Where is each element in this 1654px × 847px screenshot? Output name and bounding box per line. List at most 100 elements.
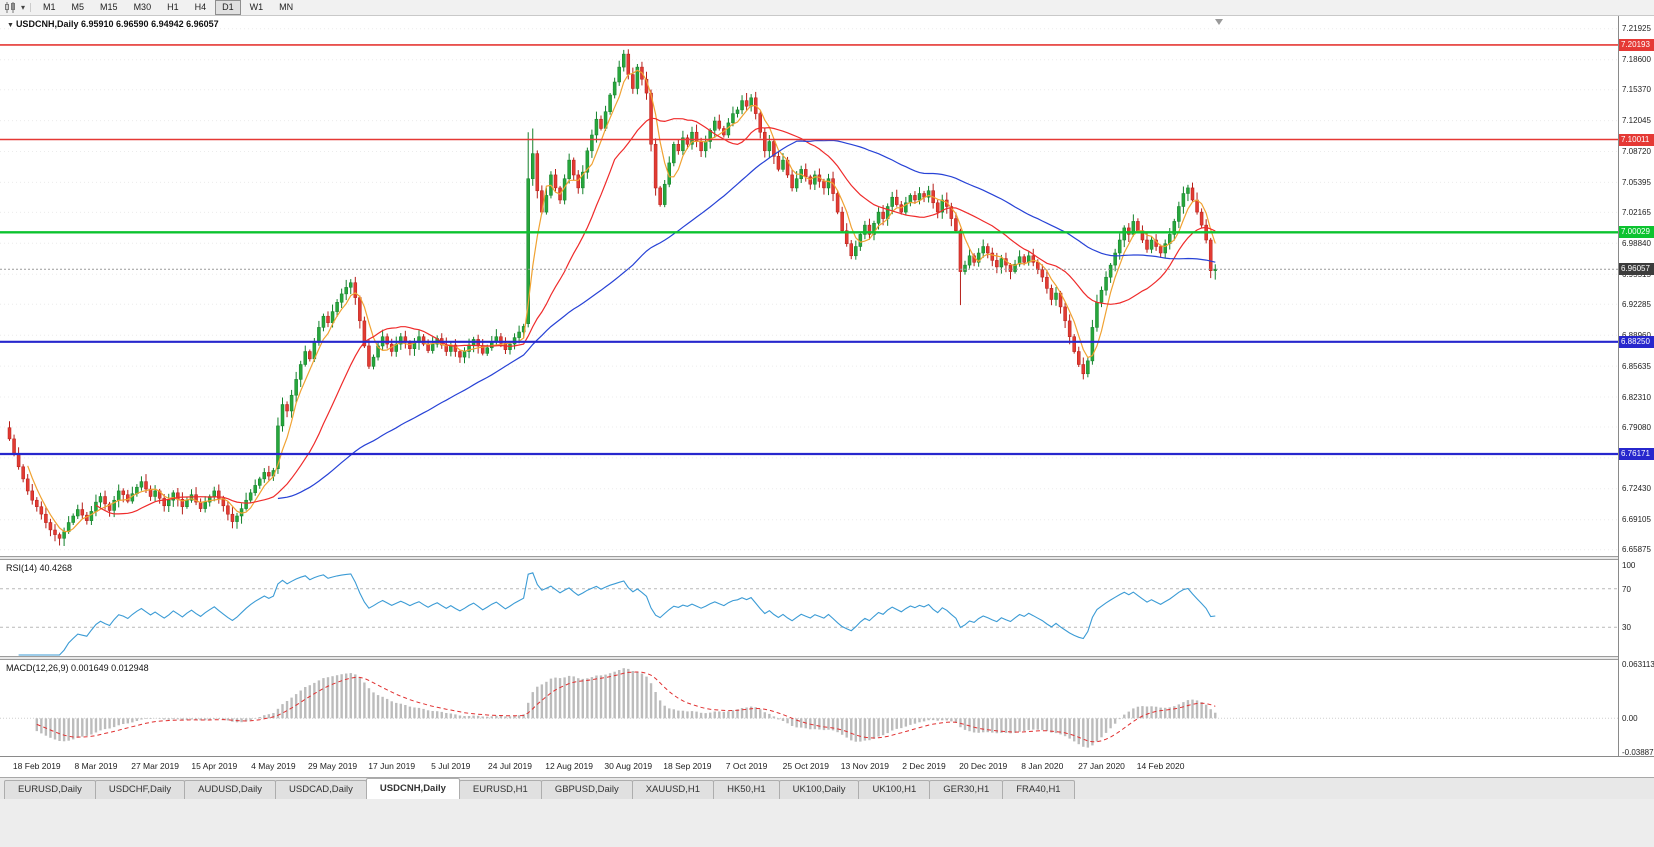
- ohlc-close-value: 6.96057: [186, 19, 219, 29]
- price-level-badge: 7.10011: [1619, 133, 1654, 146]
- current-price-badge: 6.96057: [1619, 263, 1654, 276]
- price-axis-tick: 6.79080: [1622, 422, 1651, 432]
- price-axis-tick: 7.02165: [1622, 207, 1651, 217]
- date-axis-label: 20 Dec 2019: [959, 761, 1008, 771]
- pane-splitter[interactable]: [0, 656, 1654, 660]
- date-axis-label: 17 Jun 2019: [368, 761, 416, 771]
- chart-tab-ger30-h1[interactable]: GER30,H1: [929, 780, 1004, 799]
- price-axis-tick: 6.72430: [1622, 484, 1651, 494]
- chart-tab-usdchf-daily[interactable]: USDCHF,Daily: [94, 780, 186, 799]
- timeframe-button-h4[interactable]: H4: [194, 2, 207, 12]
- rsi-axis-label: 100: [1622, 561, 1636, 570]
- chart-tab-xauusd-h1[interactable]: XAUUSD,H1: [631, 780, 715, 799]
- rsi-current-value: 40.4268: [39, 563, 73, 573]
- chart-tab-usdcnh-daily[interactable]: USDCNH,Daily: [365, 778, 460, 799]
- date-axis-label: 29 May 2019: [308, 761, 358, 771]
- date-axis-label: 8 Jan 2020: [1021, 761, 1064, 771]
- timeframe-button-group: M1 M5 M15 M30 H1 H4 D1 W1 MN: [35, 0, 301, 15]
- macd-pane[interactable]: [0, 660, 1618, 756]
- macd-axis-label: 0.063113: [1622, 660, 1654, 670]
- macd-main-value: 0.001649: [71, 663, 109, 673]
- timeframe-button-m15[interactable]: M15: [100, 2, 118, 12]
- macd-signal-value: 0.012948: [111, 663, 149, 673]
- time-axis[interactable]: 18 Feb 2019 8 Mar 2019 27 Mar 2019 15 Apr 2…: [0, 756, 1654, 777]
- date-axis-label: 13 Nov 2019: [840, 761, 889, 771]
- chart-tabs-bar: EURUSD,Daily USDCHF,Daily AUDUSD,Daily USDC…: [0, 777, 1654, 799]
- price-axis-tick: 6.69105: [1622, 515, 1651, 525]
- date-axis-label: 2 Dec 2019: [902, 761, 946, 771]
- price-axis-tick: 6.85635: [1622, 361, 1651, 371]
- timeframe-button-m5[interactable]: M5: [71, 2, 85, 12]
- date-axis-label: 18 Sep 2019: [663, 761, 712, 771]
- date-axis-label: 30 Aug 2019: [604, 761, 653, 771]
- price-level-badge: 6.88250: [1619, 335, 1654, 348]
- chart-type-dropdown-caret-icon[interactable]: ▾: [21, 3, 32, 12]
- pane-splitter[interactable]: [0, 556, 1654, 560]
- price-axis-tick: 7.15370: [1622, 85, 1651, 95]
- chart-toolbar: ▾ M1 M5 M15 M30 H1 H4 D1 W1 MN: [0, 0, 1654, 16]
- timeframe-button-m30[interactable]: M30: [133, 2, 152, 12]
- rsi-canvas[interactable]: [0, 560, 1618, 656]
- date-axis-label: 4 May 2019: [251, 761, 296, 771]
- date-axis-label: 27 Jan 2020: [1078, 761, 1125, 771]
- date-axis-label: 8 Mar 2019: [74, 761, 118, 771]
- date-axis-label: 12 Aug 2019: [545, 761, 593, 771]
- price-axis-tick: 7.05395: [1622, 177, 1651, 187]
- date-axis-label: 14 Feb 2020: [1136, 761, 1185, 771]
- price-axis-tick: 6.88960: [1622, 331, 1651, 340]
- rsi-axis-label: 70: [1622, 584, 1631, 594]
- date-axis-label: 7 Oct 2019: [725, 761, 768, 771]
- timeframe-button-w1[interactable]: W1: [249, 2, 264, 12]
- rsi-pane[interactable]: [0, 560, 1618, 656]
- macd-indicator-label: MACD(12,26,9) 0.001649 0.012948: [6, 663, 149, 673]
- window-background: [0, 799, 1654, 847]
- chart-title: ▼ USDCNH,Daily 6.95910 6.96590 6.94942 6.…: [7, 19, 219, 29]
- price-axis-tick: 7.18600: [1622, 55, 1651, 65]
- chart-shift-marker[interactable]: [1215, 19, 1223, 25]
- date-axis-label: 24 Jul 2019: [488, 761, 532, 771]
- macd-name: MACD(12,26,9): [6, 663, 69, 673]
- price-level-badge: 7.00029: [1619, 226, 1654, 239]
- chart-plot-area: ▼ USDCNH,Daily 6.95910 6.96590 6.94942 6.…: [0, 16, 1654, 777]
- price-axis[interactable]: 7.21925 7.18600 7.15370 7.12045 7.08720 7.053…: [1618, 16, 1654, 757]
- chart-tab-uk100-daily[interactable]: UK100,Daily: [778, 780, 860, 799]
- price-pane[interactable]: [0, 16, 1618, 556]
- chart-tab-eurusd-h1[interactable]: EURUSD,H1: [458, 780, 542, 799]
- ohlc-high-value: 6.96590: [116, 19, 149, 29]
- macd-axis-label: -0.038872: [1622, 747, 1654, 757]
- date-axis-label: 27 Mar 2019: [131, 761, 179, 771]
- chart-tab-fra40-h1[interactable]: FRA40,H1: [1002, 780, 1075, 799]
- macd-canvas[interactable]: [0, 660, 1618, 756]
- price-level-badge: 6.76171: [1619, 448, 1654, 460]
- rsi-name: RSI(14): [6, 563, 38, 573]
- timeframe-button-m1[interactable]: M1: [43, 2, 56, 12]
- macd-axis-label: 0.00: [1622, 714, 1638, 724]
- symbol-timeframe-label: USDCNH,Daily: [15, 19, 79, 29]
- chart-tab-eurusd-daily[interactable]: EURUSD,Daily: [4, 780, 96, 799]
- price-axis-tick: 6.82310: [1622, 392, 1651, 402]
- price-axis-tick: 6.98840: [1622, 238, 1651, 248]
- price-axis-tick: 7.12045: [1622, 116, 1651, 126]
- date-axis-label: 15 Apr 2019: [191, 761, 238, 771]
- date-axis-label: 25 Oct 2019: [782, 761, 829, 771]
- chart-tab-usdcad-daily[interactable]: USDCAD,Daily: [275, 780, 367, 799]
- candlestick-chart-canvas[interactable]: [0, 16, 1618, 556]
- timeframe-button-mn[interactable]: MN: [279, 2, 294, 12]
- chart-tab-gbpusd-daily[interactable]: GBPUSD,Daily: [540, 780, 633, 799]
- ohlc-low-value: 6.94942: [151, 19, 184, 29]
- price-axis-tick: 7.08720: [1622, 147, 1651, 156]
- timeframe-button-d1[interactable]: D1: [215, 0, 241, 15]
- rsi-indicator-label: RSI(14) 40.4268: [6, 563, 72, 573]
- price-axis-tick: 7.21925: [1622, 24, 1651, 34]
- price-axis-tick: 6.65875: [1622, 545, 1651, 555]
- collapse-arrow-icon[interactable]: ▼: [7, 22, 14, 29]
- price-level-badge: 7.20193: [1619, 38, 1654, 51]
- price-axis-tick: 6.92285: [1622, 299, 1651, 309]
- candlestick-chart-type-icon[interactable]: [0, 2, 21, 13]
- chart-tab-uk100-h1[interactable]: UK100,H1: [858, 780, 931, 799]
- chart-tab-audusd-daily[interactable]: AUDUSD,Daily: [184, 780, 277, 799]
- timeframe-button-h1[interactable]: H1: [167, 2, 179, 12]
- chart-tab-hk50-h1[interactable]: HK50,H1: [713, 780, 780, 799]
- date-axis-label: 5 Jul 2019: [431, 761, 471, 771]
